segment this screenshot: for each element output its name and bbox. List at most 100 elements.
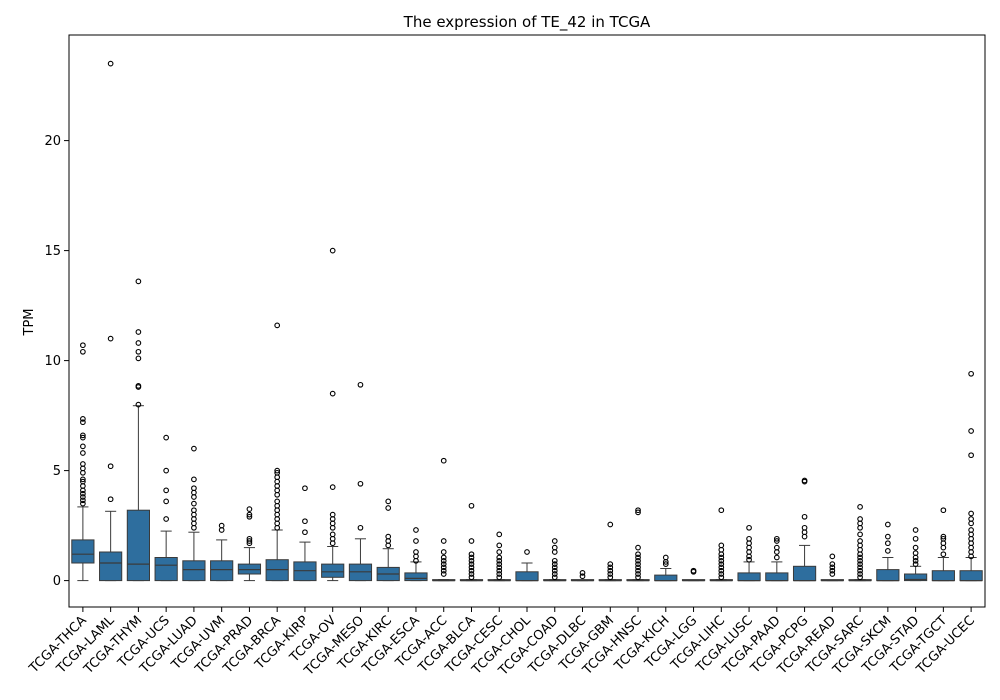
outlier-point: [329, 390, 336, 397]
outlier-point: [468, 564, 475, 571]
outlier-point: [413, 538, 419, 544]
outlier-point: [496, 567, 503, 574]
box: [404, 572, 428, 582]
box: [959, 570, 983, 582]
outlier-point: [718, 554, 725, 561]
outlier-point: [496, 554, 503, 561]
outlier-point: [302, 518, 308, 525]
plot-frame: [68, 34, 986, 608]
outlier-point: [191, 445, 197, 452]
outlier-point: [274, 498, 281, 505]
outlier-point: [80, 476, 86, 483]
outlier-point: [385, 505, 392, 511]
outlier-point: [246, 538, 253, 544]
outlier-point: [80, 461, 86, 467]
outlier-point: [635, 507, 641, 514]
outlier-point: [80, 478, 86, 485]
outlier-point: [718, 557, 725, 564]
outlier-point: [80, 497, 86, 504]
outlier-point: [191, 507, 197, 514]
outlier-point: [551, 574, 558, 581]
outlier-point: [107, 335, 114, 342]
box: [515, 571, 539, 582]
outlier-point: [440, 538, 447, 544]
outlier-point: [690, 567, 697, 574]
outlier-point: [329, 511, 336, 518]
box: [99, 551, 123, 582]
box: [154, 557, 178, 582]
outlier-point: [635, 509, 641, 516]
outlier-point: [274, 467, 281, 474]
outlier-point: [80, 500, 86, 507]
outlier-point: [468, 574, 475, 581]
outlier-point: [135, 340, 142, 346]
outlier-point: [107, 496, 114, 503]
outlier-point: [829, 567, 836, 574]
outlier-point: [274, 469, 281, 476]
outlier-point: [718, 542, 725, 549]
outlier-point: [635, 554, 641, 561]
outlier-point: [135, 355, 142, 362]
outlier-point: [579, 573, 586, 580]
outlier-point: [107, 60, 114, 67]
outlier-point: [773, 535, 780, 542]
outlier-point: [940, 535, 947, 542]
outlier-point: [440, 457, 447, 464]
outlier-point: [329, 484, 336, 490]
outlier-point: [884, 521, 891, 528]
outlier-point: [302, 529, 308, 536]
outlier-point: [440, 554, 447, 561]
outlier-point: [80, 348, 86, 355]
outlier-point: [607, 574, 614, 581]
outlier-point: [662, 561, 669, 567]
outlier-point: [773, 544, 780, 551]
outlier-point: [607, 564, 614, 571]
box: [182, 560, 206, 582]
outlier-point: [163, 516, 170, 522]
outlier-point: [440, 561, 447, 567]
chart-title: The expression of TE_42 in TCGA: [403, 13, 651, 32]
outlier-point: [857, 567, 863, 574]
outlier-point: [579, 570, 586, 576]
outlier-point: [801, 513, 808, 520]
outlier-point: [163, 487, 170, 494]
box: [321, 563, 345, 578]
outlier-point: [524, 549, 530, 555]
outlier-point: [440, 557, 447, 564]
outlier-point: [496, 542, 503, 549]
outlier-point: [718, 507, 725, 514]
outlier-point: [662, 554, 669, 561]
outlier-point: [912, 535, 919, 542]
y-tick-label: 20: [44, 134, 61, 149]
outlier-point: [163, 498, 170, 505]
outlier-point: [857, 538, 863, 544]
outlier-point: [968, 510, 974, 517]
outlier-point: [857, 561, 863, 567]
outlier-point: [496, 557, 503, 564]
outlier-point: [496, 564, 503, 571]
outlier-point: [135, 278, 142, 285]
outlier-point: [857, 504, 863, 510]
outlier-point: [80, 434, 86, 441]
outlier-point: [246, 535, 253, 542]
outlier-point: [496, 561, 503, 567]
outlier-point: [551, 544, 558, 551]
outlier-point: [635, 544, 641, 551]
outlier-point: [274, 322, 281, 329]
box: [876, 569, 900, 582]
outlier-point: [857, 557, 863, 564]
outlier-point: [746, 535, 752, 542]
outlier-point: [968, 516, 974, 522]
y-tick-label: 0: [53, 574, 61, 589]
outlier-point: [468, 561, 475, 567]
outlier-point: [607, 567, 614, 574]
outlier-point: [912, 561, 919, 567]
outlier-point: [496, 574, 503, 581]
outlier-point: [440, 567, 447, 574]
outlier-point: [107, 463, 114, 470]
outlier-point: [329, 531, 336, 538]
outlier-point: [968, 428, 974, 434]
outlier-point: [440, 571, 447, 577]
outlier-point: [468, 557, 475, 564]
